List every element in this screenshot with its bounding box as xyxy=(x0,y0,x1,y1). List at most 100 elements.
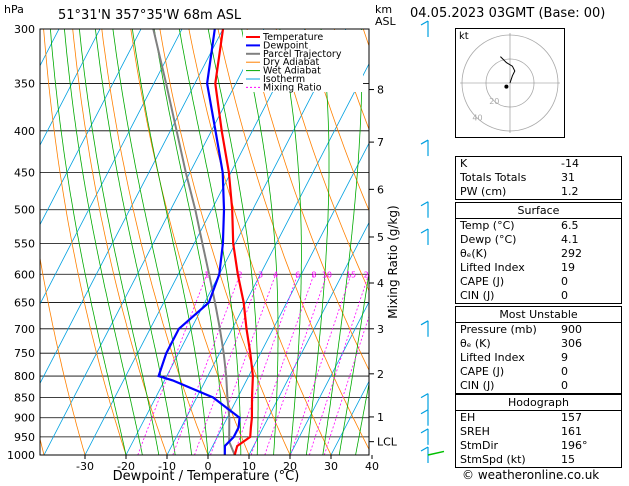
dry-adiabat xyxy=(72,29,168,455)
wet-adiabat xyxy=(279,29,302,455)
alt-units-top: km xyxy=(375,3,392,16)
legend-label: Parcel Trajectory xyxy=(263,49,342,60)
hodo-row: StmDir 196° xyxy=(460,439,588,452)
pressure-tick-label: 400 xyxy=(14,125,35,138)
isotherm xyxy=(40,29,101,147)
km-tick-label: LCL xyxy=(377,436,398,449)
surface-table: Surface Temp (°C) 6.5 Dewp (°C) 4.1 θₑ(K) 2… xyxy=(455,202,622,304)
isotherm xyxy=(40,29,142,226)
surface-wind xyxy=(427,450,445,456)
pressure-tick-label: 1000 xyxy=(7,449,35,462)
mixing-ratio-label: 15 xyxy=(346,270,356,279)
dry-adiabat xyxy=(159,29,291,455)
wet-adiabat xyxy=(95,29,176,455)
dry-adiabat xyxy=(40,255,86,455)
mixing-ratio-label: 6 xyxy=(295,270,300,279)
mixing-ratio-line xyxy=(194,274,261,455)
wet-adiabat xyxy=(355,381,369,455)
mu-row: Lifted Index 9 xyxy=(460,351,568,364)
surface-row: Temp (°C) 6.5 xyxy=(460,219,579,232)
pressure-tick-label: 600 xyxy=(14,268,35,281)
hodo-row: EH 157 xyxy=(460,411,582,424)
mixing-ratio-line xyxy=(210,274,277,455)
mixing-ratio-line xyxy=(309,274,369,455)
wind-barb-flag xyxy=(420,320,429,326)
pressure-tick-label: 550 xyxy=(14,237,35,250)
km-tick-label: 5 xyxy=(377,231,384,244)
wet-adiabat xyxy=(338,270,369,455)
x-tick-label: -10 xyxy=(158,460,176,473)
x-tick-label: 40 xyxy=(365,460,379,473)
pressure-tick-label: 500 xyxy=(14,204,35,217)
isotherm xyxy=(248,221,369,455)
mu-row: CAPE (J) 0 xyxy=(460,365,568,378)
most-unstable-title: Most Unstable xyxy=(456,307,621,323)
wet-adiabat xyxy=(178,29,242,455)
km-tick-label: 1 xyxy=(377,411,384,424)
wet-adiabat xyxy=(132,29,209,455)
alt-units-bottom: ASL xyxy=(375,15,397,28)
x-tick-label: 20 xyxy=(283,460,297,473)
mixing-ratio-line xyxy=(172,274,241,455)
hodograph-unit: kt xyxy=(459,31,469,42)
km-tick-label: 4 xyxy=(377,277,384,290)
wind-barb-flag xyxy=(420,20,429,26)
index-row: Totals Totals 31 xyxy=(460,171,575,184)
mixing-ratio-label: 10 xyxy=(322,270,332,279)
plot-frame xyxy=(39,28,370,456)
hodograph-table: Hodograph EH 157 SREH 161 StmDir 196° StmSp… xyxy=(455,394,622,468)
isotherm xyxy=(289,301,369,455)
pressure-tick-label: 750 xyxy=(14,347,35,360)
mixing-ratio-label: 4 xyxy=(273,270,278,279)
km-tick-label: 2 xyxy=(377,368,384,381)
legend-label: Dry Adiabat xyxy=(263,57,320,68)
wet-adiabat xyxy=(112,29,192,455)
dry-adiabat xyxy=(275,29,369,292)
pressure-tick-label: 450 xyxy=(14,166,35,179)
pressure-tick-label: 950 xyxy=(14,431,35,444)
hodograph-table-title: Hodograph xyxy=(456,395,621,411)
pressure-tick-label: 800 xyxy=(14,370,35,383)
surface-row: CIN (J) 0 xyxy=(460,289,568,302)
km-tick-label: 6 xyxy=(377,183,384,196)
wet-adiabat xyxy=(241,29,279,455)
mu-row: θₑ (K) 306 xyxy=(460,337,582,350)
mixing-ratio-line xyxy=(233,274,299,455)
isotherm xyxy=(207,142,369,455)
wind-barb-flag xyxy=(420,428,429,434)
background-lines: 1 2 3 4 6 8 10 15 20 25 xyxy=(40,29,374,455)
km-tick-label: 7 xyxy=(377,136,384,149)
isotherm xyxy=(166,62,369,455)
dewpoint-profile xyxy=(157,29,241,455)
wind-barb-flag xyxy=(420,409,429,415)
index-row: K -14 xyxy=(460,157,579,170)
hodograph-ring-label: 40 xyxy=(472,114,482,123)
mixing-ratio-line xyxy=(264,274,328,455)
dry-adiabat xyxy=(304,29,369,212)
mixing-ratio-label: 20 xyxy=(364,270,374,279)
pressure-tick-label: 650 xyxy=(14,297,35,310)
mixing-ratio-label: 8 xyxy=(311,270,316,279)
dry-adiabat xyxy=(217,29,369,451)
mixing-ratio-line xyxy=(137,274,208,455)
mixing-ratio-label: 2 xyxy=(237,270,242,279)
wind-barb-flag xyxy=(420,228,429,234)
mu-row: Pressure (mb) 900 xyxy=(460,323,582,336)
most-unstable-table: Most Unstable Pressure (mb) 900 θₑ (K) 306… xyxy=(455,306,622,394)
wet-adiabat xyxy=(50,29,127,455)
hodograph: kt 20 40 xyxy=(455,28,565,138)
x-tick-label: 10 xyxy=(242,460,256,473)
mixing-ratio-line xyxy=(290,274,352,455)
legend-label: Temperature xyxy=(262,32,323,43)
x-tick-label: -20 xyxy=(117,460,135,473)
wind-barb-flag xyxy=(420,139,429,145)
wind-barbs xyxy=(420,20,445,463)
mixing-ratio-label: 3 xyxy=(258,270,263,279)
x-axis-title: Dewpoint / Temperature (°C) xyxy=(113,469,300,484)
mixing-ratio-title: Mixing Ratio (g/kg) xyxy=(386,205,400,318)
mu-row: CIN (J) 0 xyxy=(460,379,568,392)
pressure-tick-label: 700 xyxy=(14,323,35,336)
wet-adiabat xyxy=(207,29,259,455)
surface-row: Dewp (°C) 4.1 xyxy=(460,233,579,246)
